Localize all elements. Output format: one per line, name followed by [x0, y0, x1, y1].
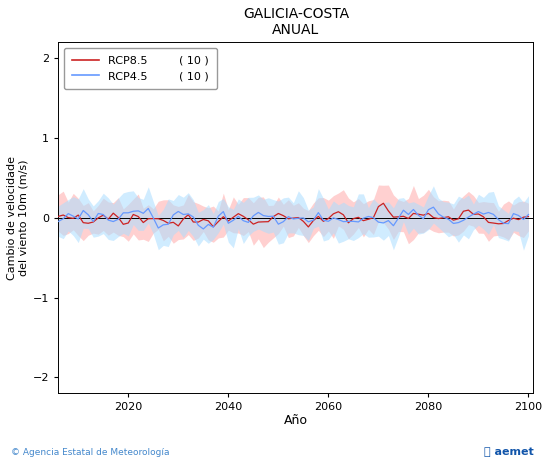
Text: Ⓡ aemet: Ⓡ aemet — [484, 447, 534, 457]
Text: © Agencia Estatal de Meteorología: © Agencia Estatal de Meteorología — [11, 449, 169, 457]
X-axis label: Año: Año — [284, 414, 308, 427]
Legend: RCP8.5         ( 10 ), RCP4.5         ( 10 ): RCP8.5 ( 10 ), RCP4.5 ( 10 ) — [64, 48, 217, 89]
Title: GALICIA-COSTA
ANUAL: GALICIA-COSTA ANUAL — [243, 7, 349, 37]
Y-axis label: Cambio de velocidade
del viento 10m (m/s): Cambio de velocidade del viento 10m (m/s… — [7, 156, 29, 280]
